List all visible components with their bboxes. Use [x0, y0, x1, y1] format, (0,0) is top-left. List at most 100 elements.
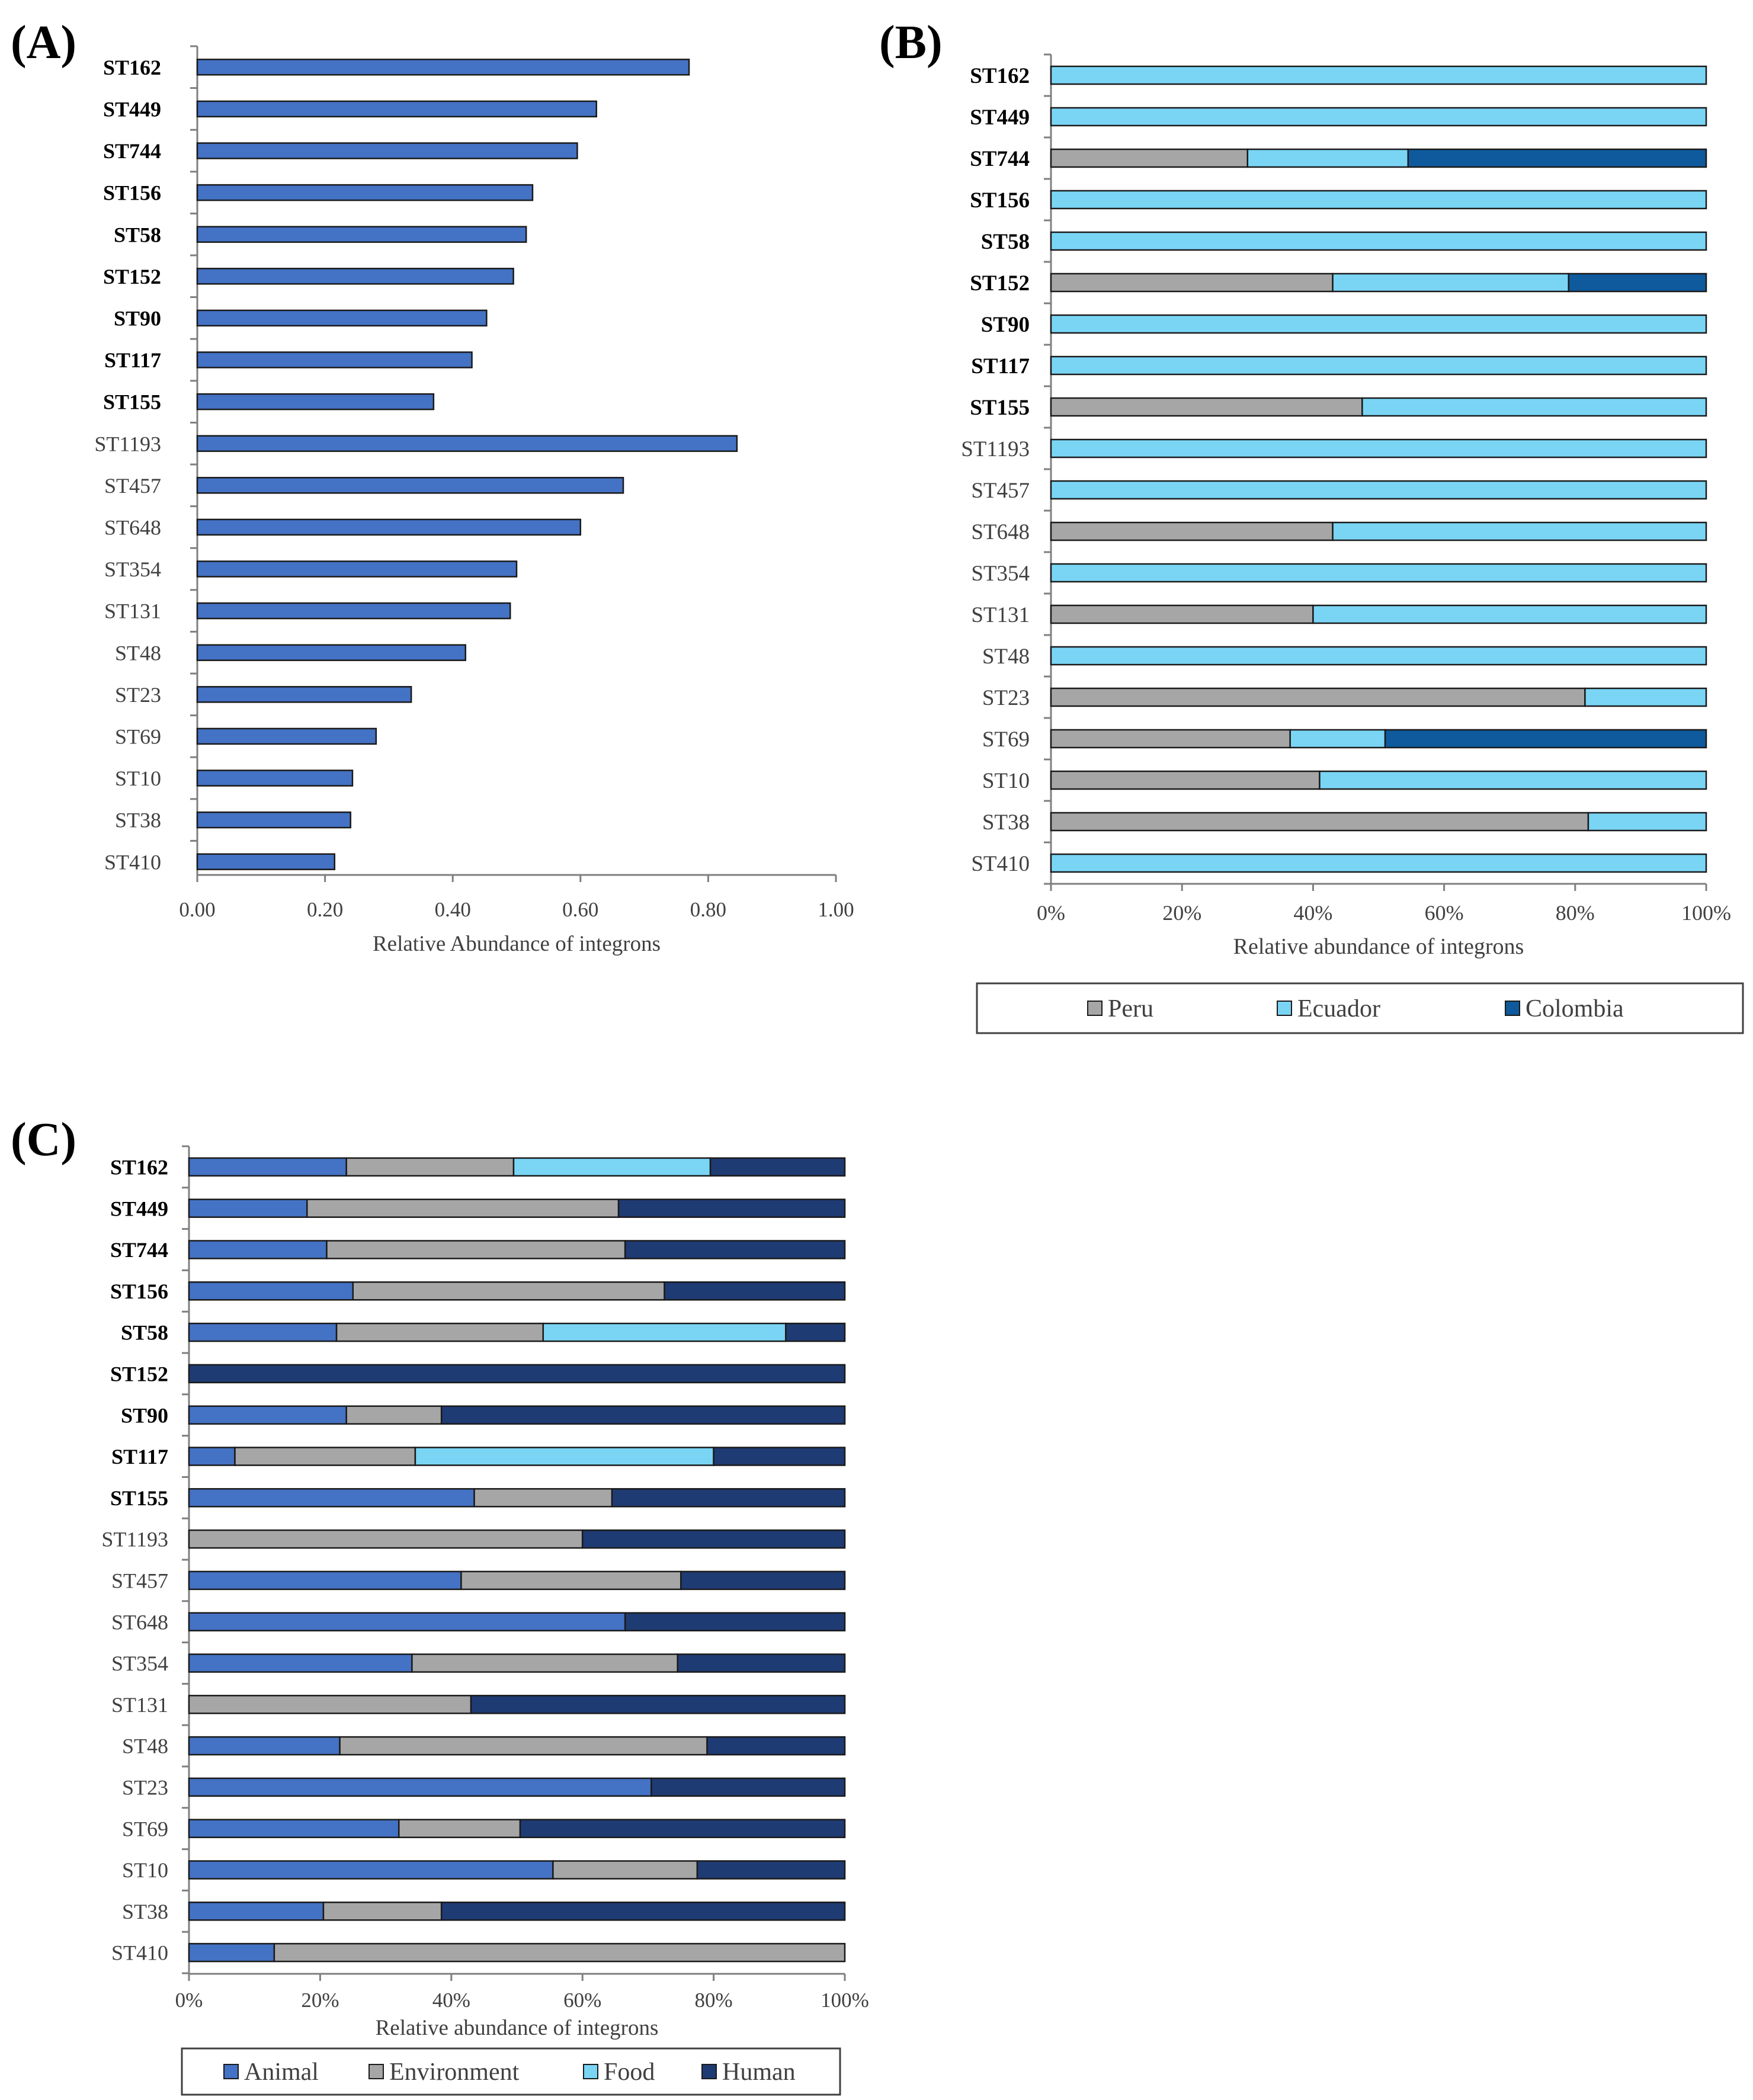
legend-swatch: [368, 2064, 384, 2079]
category-label: ST48: [982, 645, 1030, 669]
category-label: ST38: [982, 810, 1030, 835]
bar-segment-colombia: [1407, 148, 1707, 168]
legend-label: Human: [722, 2059, 796, 2086]
bar-segment-human: [713, 1447, 846, 1466]
bar-segment-environment: [473, 1488, 613, 1508]
x-tick-label: 100%: [821, 1989, 869, 2012]
x-tick-label: 0.40: [435, 898, 471, 921]
category-label: ST410: [104, 850, 161, 874]
bar-segment-environment: [345, 1157, 515, 1177]
bar-segment-environment: [460, 1570, 682, 1591]
bar-segment-ecuador: [1587, 812, 1707, 832]
panel-label: (A): [11, 17, 76, 69]
x-tick-label: 60%: [1425, 901, 1464, 925]
category-label: ST354: [111, 1652, 168, 1675]
bar-segment-human: [785, 1322, 846, 1342]
bar: [196, 811, 351, 829]
bar-segment-ecuador: [1050, 480, 1707, 500]
x-axis-label: Relative abundance of integrons: [376, 2016, 659, 2040]
x-tick-label: 80%: [695, 1989, 733, 2012]
category-label: ST69: [122, 1817, 168, 1841]
category-label: ST38: [115, 809, 161, 832]
bar: [196, 435, 738, 452]
x-tick-label: 0.20: [307, 898, 343, 921]
bar-segment-animal: [188, 1942, 275, 1963]
x-axis-label: Relative abundance of integrons: [1233, 934, 1524, 959]
bar-segment-animal: [188, 1157, 347, 1177]
bar-segment-food: [512, 1157, 712, 1177]
category-label: ST23: [115, 683, 161, 707]
category-label: ST69: [115, 725, 161, 749]
category-label: ST131: [971, 603, 1030, 627]
bar: [196, 518, 582, 536]
category-label: ST744: [970, 147, 1030, 171]
bar: [196, 268, 514, 285]
category-label: ST58: [981, 230, 1030, 254]
bar-segment-ecuador: [1050, 563, 1707, 583]
bar: [196, 770, 354, 787]
x-tick-label: 1.00: [818, 898, 854, 921]
bar-segment-peru: [1050, 148, 1249, 168]
bar-segment-peru: [1050, 687, 1586, 707]
legend-label: Colombia: [1526, 995, 1624, 1022]
category-label: ST744: [110, 1238, 168, 1262]
x-tick-label: 0.60: [562, 898, 598, 921]
bar-segment-ecuador: [1584, 687, 1707, 707]
bar-segment-environment: [398, 1819, 521, 1838]
bar-segment-human: [677, 1653, 846, 1673]
bar-segment-environment: [322, 1902, 443, 1921]
category-label: ST131: [104, 599, 161, 623]
panel-label: (B): [879, 17, 943, 69]
category-label: ST10: [115, 767, 161, 790]
bar-segment-human: [664, 1281, 846, 1301]
legend-label: Peru: [1108, 995, 1153, 1022]
bar-segment-animal: [188, 1405, 347, 1425]
bar-segment-peru: [1050, 521, 1334, 541]
category-label: ST48: [122, 1734, 168, 1758]
bar-segment-ecuador: [1332, 272, 1569, 293]
bar-segment-animal: [188, 1653, 413, 1673]
bar-segment-human: [470, 1695, 846, 1714]
bar-segment-peru: [1050, 272, 1334, 293]
category-label: ST162: [103, 56, 161, 79]
category-label: ST90: [981, 313, 1030, 337]
panel-b: (B) 0% 20% 40% 60% 80% 100% Relative abundance …: [879, 17, 1744, 1034]
category-label: ST162: [970, 64, 1030, 88]
category-label: ST90: [114, 307, 161, 331]
category-label: ST90: [121, 1403, 168, 1427]
bar: [196, 853, 336, 870]
bar-segment-environment: [335, 1322, 544, 1342]
category-label: ST410: [111, 1941, 168, 1965]
bar-segment-ecuador: [1050, 314, 1707, 334]
x-tick-label: 80%: [1556, 901, 1595, 925]
category-label: ST152: [970, 271, 1030, 296]
category-label: ST410: [971, 852, 1030, 876]
category-label: ST457: [971, 479, 1030, 503]
bar: [196, 351, 473, 368]
category-label: ST1193: [94, 432, 161, 456]
bar-segment-colombia: [1384, 729, 1707, 749]
bar: [196, 644, 467, 661]
category-label: ST156: [970, 188, 1030, 213]
bar-segment-peru: [1050, 397, 1363, 417]
category-label: ST38: [122, 1900, 168, 1923]
bar-segment-human: [581, 1529, 846, 1549]
bar: [196, 100, 597, 118]
bar-segment-peru: [1050, 729, 1291, 749]
x-tick-label: 40%: [1293, 901, 1332, 925]
category-label: ST1193: [101, 1528, 168, 1551]
category-label: ST162: [110, 1156, 168, 1179]
bar-segment-human: [709, 1157, 846, 1177]
legend-label: Ecuador: [1297, 995, 1380, 1022]
bar-segment-environment: [411, 1653, 678, 1673]
category-label: ST648: [111, 1610, 168, 1634]
bar-segment-ecuador: [1050, 65, 1707, 85]
bar-segment-animal: [188, 1612, 626, 1631]
category-label: ST354: [971, 562, 1030, 586]
x-tick-label: 60%: [563, 1989, 601, 2012]
category-label: ST117: [104, 348, 161, 372]
legend-swatch: [701, 2064, 717, 2079]
bar-segment-animal: [188, 1860, 554, 1880]
bar-segment-ecuador: [1050, 853, 1707, 873]
